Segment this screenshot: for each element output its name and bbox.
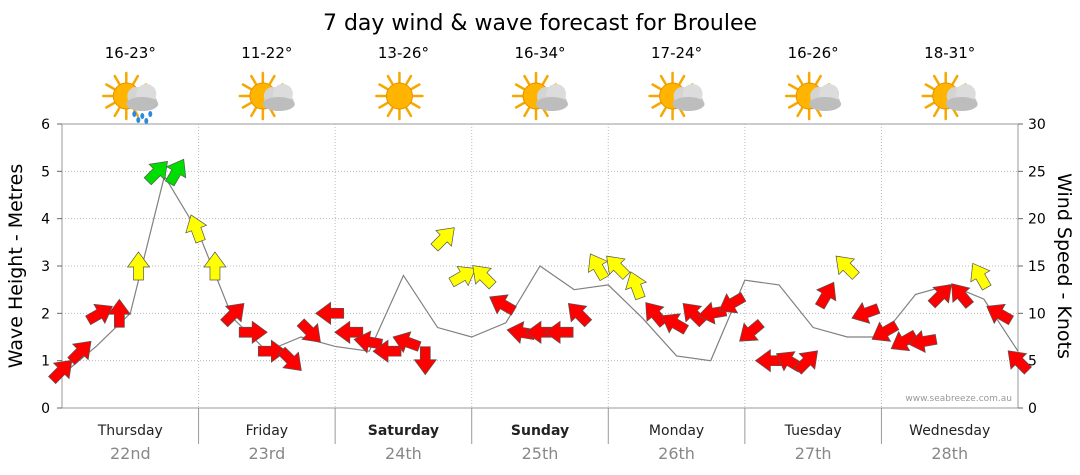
wind-arrow	[544, 320, 574, 344]
temp-range-wednesday: 18-31°	[924, 44, 975, 62]
wind-arrow	[430, 227, 455, 252]
wind-arrow	[392, 331, 422, 354]
sun-cloud-icon	[511, 71, 568, 121]
day-date-friday: 23rd	[248, 444, 285, 463]
wind-arrow	[927, 284, 952, 309]
wind-arrow	[606, 255, 631, 280]
tick-label-left: 6	[41, 117, 50, 133]
y-axis-right-label: Wind Speed - Knots	[1053, 173, 1075, 359]
tick-label-left: 0	[41, 401, 50, 417]
sun-cloud-icon	[238, 71, 295, 121]
tick-label-right: 30	[1028, 117, 1046, 133]
wind-arrow	[908, 329, 938, 354]
day-name-sunday: Sunday	[511, 423, 569, 439]
temp-range-sunday: 16-34°	[514, 44, 565, 62]
wind-arrow	[793, 350, 818, 375]
credit-text: www.seabreeze.com.au	[905, 394, 1012, 404]
wind-arrow	[85, 303, 113, 326]
wind-arrow	[489, 294, 517, 316]
wind-arrow	[185, 214, 208, 244]
wind-arrow	[1007, 350, 1032, 375]
wind-arrow	[986, 303, 1014, 326]
wind-arrow	[126, 251, 151, 281]
day-date-monday: 26th	[658, 444, 695, 463]
wind-arrow	[567, 303, 593, 328]
wind-arrow	[448, 266, 477, 288]
wind-arrow	[353, 330, 383, 354]
tick-label-right: 25	[1028, 164, 1046, 180]
tick-label-right: 5	[1028, 354, 1037, 370]
wind-arrow	[48, 359, 73, 385]
wind-arrow	[296, 318, 321, 343]
wind-arrow	[277, 346, 302, 371]
day-date-wednesday: 28th	[931, 444, 968, 463]
day-date-tuesday: 27th	[795, 444, 832, 463]
wind-arrow	[851, 301, 881, 324]
wind-arrow	[625, 271, 648, 301]
day-name-wednesday: Wednesday	[909, 423, 990, 439]
temp-range-tuesday: 16-26°	[788, 44, 839, 62]
day-date-thursday: 22nd	[110, 444, 151, 463]
wind-arrow	[413, 346, 437, 376]
tick-label-left: 1	[41, 354, 50, 370]
tick-label-right: 20	[1028, 212, 1046, 228]
day-date-saturday: 24th	[385, 444, 422, 463]
temp-range-friday: 11-22°	[241, 44, 292, 62]
wind-arrow	[890, 329, 919, 352]
wind-arrow	[315, 301, 345, 326]
tick-label-right: 15	[1028, 259, 1046, 275]
sun-cloud-icon	[784, 71, 842, 121]
tick-label-left: 3	[41, 259, 50, 275]
wind-arrow	[661, 313, 689, 335]
day-name-monday: Monday	[649, 423, 704, 439]
wind-arrow	[67, 340, 92, 366]
wind-arrow	[814, 281, 837, 310]
temp-range-thursday: 16-23°	[105, 44, 156, 62]
y-axis-left-label: Wave Height - Metres	[5, 164, 27, 368]
wind-arrow	[587, 253, 610, 282]
wave-height-line	[61, 174, 1019, 376]
wind-arrow	[970, 262, 992, 291]
day-name-friday: Friday	[246, 423, 288, 439]
tick-label-left: 2	[41, 306, 50, 322]
wind-arrow	[871, 320, 900, 342]
wind-arrow	[203, 251, 227, 281]
wind-arrow	[718, 292, 747, 314]
day-name-thursday: Thursday	[97, 423, 163, 439]
wind-arrow	[164, 158, 187, 187]
tick-label-right: 0	[1028, 401, 1037, 417]
day-date-sunday: 25th	[522, 444, 559, 463]
sun-icon	[375, 71, 424, 121]
wind-arrow	[220, 303, 245, 328]
tick-label-left: 4	[41, 212, 50, 228]
day-name-saturday: Saturday	[368, 423, 439, 439]
wind-arrow	[334, 320, 364, 344]
sun-cloud-icon	[648, 71, 705, 121]
wind-arrow	[143, 161, 168, 186]
chart-title: 7 day wind & wave forecast for Broulee	[323, 11, 757, 36]
temp-range-monday: 17-24°	[651, 44, 702, 62]
temp-range-saturday: 13-26°	[378, 44, 429, 62]
wind-arrow	[472, 265, 497, 290]
tick-label-left: 5	[41, 164, 50, 180]
wind-arrow	[835, 255, 860, 280]
wind-arrow	[951, 283, 974, 309]
wind-arrow	[257, 339, 287, 363]
day-name-tuesday: Tuesday	[784, 423, 842, 439]
sun-cloud-icon	[921, 71, 978, 121]
sun-cloud-rain-icon	[102, 71, 159, 124]
wind-arrow	[739, 318, 765, 342]
tick-label-right: 10	[1028, 306, 1046, 322]
wind-arrow	[238, 320, 268, 344]
wind-arrow	[107, 298, 132, 328]
